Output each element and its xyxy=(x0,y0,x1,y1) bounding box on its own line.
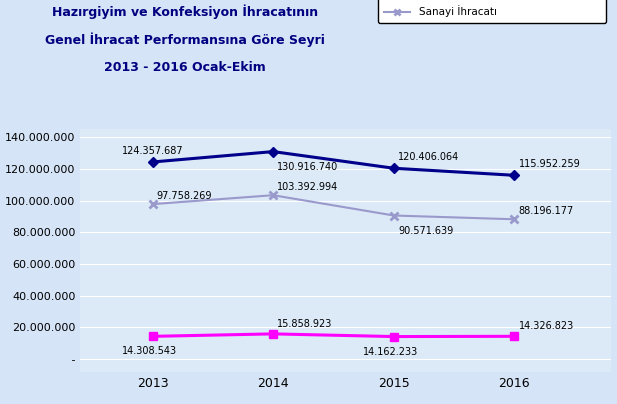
Text: 103.392.994: 103.392.994 xyxy=(277,182,339,191)
Text: 120.406.064: 120.406.064 xyxy=(398,152,459,162)
Y-axis label: 1000 $: 1000 $ xyxy=(0,230,2,271)
Text: 90.571.639: 90.571.639 xyxy=(398,225,453,236)
Text: 14.162.233: 14.162.233 xyxy=(363,347,418,357)
Text: 115.952.259: 115.952.259 xyxy=(518,159,580,169)
Text: 2013 - 2016 Ocak-Ekim: 2013 - 2016 Ocak-Ekim xyxy=(104,61,266,74)
Text: 130.916.740: 130.916.740 xyxy=(277,162,339,172)
Text: Hazırgiyim ve Konfeksiyon İhracatının: Hazırgiyim ve Konfeksiyon İhracatının xyxy=(52,4,318,19)
Text: 14.308.543: 14.308.543 xyxy=(122,346,177,356)
Legend: Türkiye Genel İhracatı, Hazırgiyim ve Konfeksiyon İhracatı, Sanayi İhracatı: Türkiye Genel İhracatı, Hazırgiyim ve Ko… xyxy=(378,0,606,23)
Text: Genel İhracat Performansına Göre Seyri: Genel İhracat Performansına Göre Seyri xyxy=(45,32,325,47)
Text: 15.858.923: 15.858.923 xyxy=(277,319,333,329)
Text: 124.357.687: 124.357.687 xyxy=(122,146,184,156)
Text: 97.758.269: 97.758.269 xyxy=(157,191,212,200)
Text: 88.196.177: 88.196.177 xyxy=(518,206,574,216)
Text: 14.326.823: 14.326.823 xyxy=(518,321,574,331)
